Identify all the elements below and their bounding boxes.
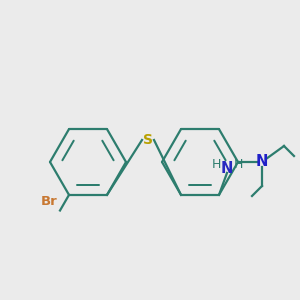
Text: N: N xyxy=(256,154,268,169)
Text: Br: Br xyxy=(40,196,57,208)
Text: H: H xyxy=(211,158,221,171)
Text: S: S xyxy=(143,133,153,147)
Text: H: H xyxy=(233,158,243,171)
Text: N: N xyxy=(221,161,233,176)
